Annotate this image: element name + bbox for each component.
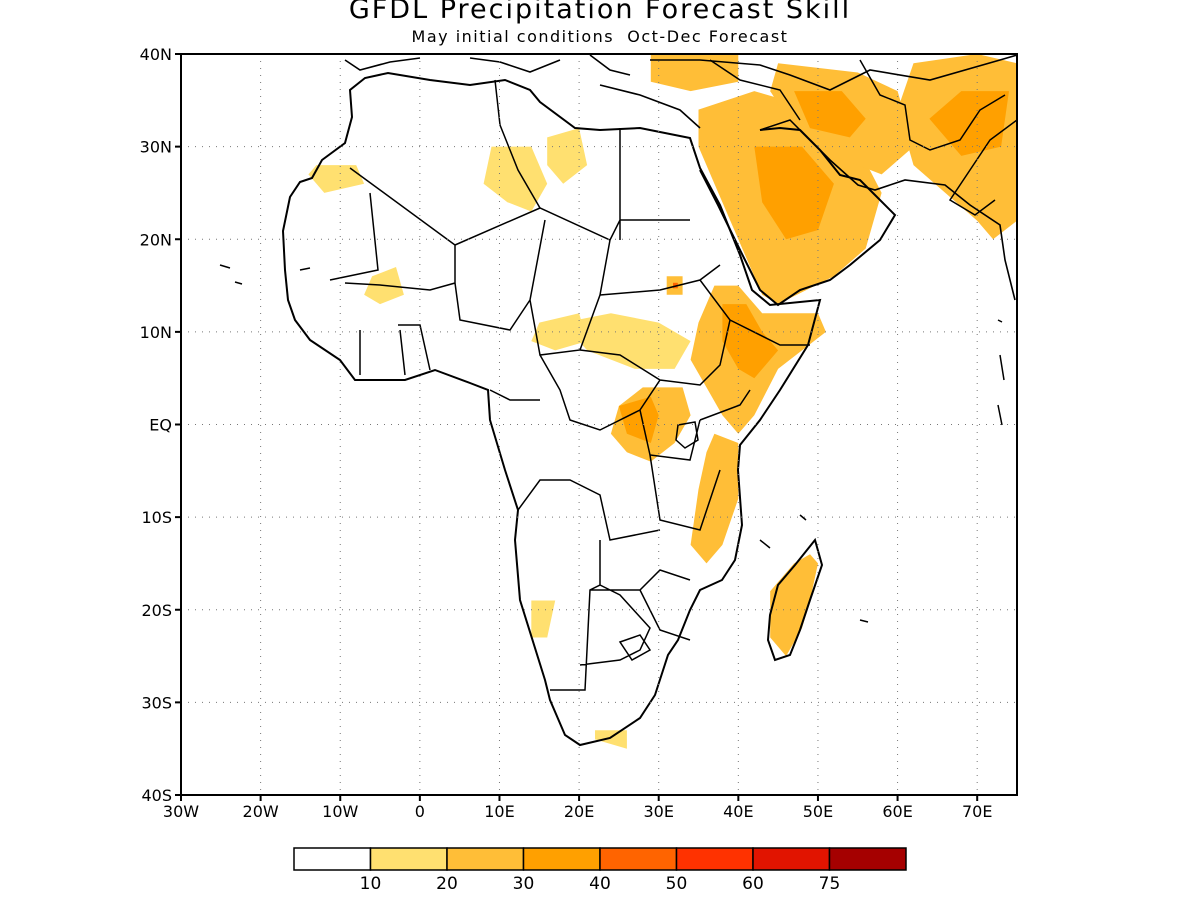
lon-tick-label: 50E	[803, 802, 833, 821]
legend-label: 20	[436, 874, 458, 894]
skill-region-21	[531, 600, 556, 638]
legend-swatch	[522, 847, 601, 871]
madagascar-coastline	[766, 537, 824, 662]
lon-tick-label: 0	[415, 802, 425, 821]
skill-shading-layer	[308, 54, 1017, 749]
lon-tick-label: 40E	[723, 802, 753, 821]
country-borders	[329, 59, 1017, 691]
lon-tick-label: 10W	[322, 802, 358, 821]
lon-tick-label: 20E	[564, 802, 594, 821]
skill-region-17	[547, 128, 588, 184]
legend-swatch	[599, 847, 678, 871]
lon-tick-label: 30E	[643, 802, 673, 821]
europe-coastline	[344, 54, 631, 76]
lon-tick-label: 20W	[243, 802, 279, 821]
lon-tick-label: 70E	[962, 802, 992, 821]
map-title: GFDL Precipitation Forecast Skill	[348, 0, 852, 25]
legend-label: 50	[666, 874, 688, 894]
legend-swatch	[752, 847, 831, 871]
legend-label: 30	[513, 874, 535, 894]
lat-tick-label: 10N	[140, 323, 172, 342]
lat-tick-label: 30S	[141, 693, 172, 712]
legend-swatch	[369, 847, 448, 871]
skill-region-11	[618, 396, 659, 443]
lat-tick-label: 20S	[141, 601, 172, 620]
lon-tick-label: 30W	[163, 802, 199, 821]
skill-region-15	[770, 554, 818, 657]
lon-tick-label: 60E	[882, 802, 912, 821]
legend-label: 10	[360, 874, 382, 894]
legend-label: 75	[819, 874, 841, 894]
skill-region-6	[650, 54, 739, 92]
legend-swatch	[446, 847, 525, 871]
colorbar-legend: 10 20 30 40 50 60 75	[293, 847, 907, 894]
persian-gulf-coast	[799, 129, 1016, 301]
legend-label: 60	[742, 874, 764, 894]
map-subtitle: May initial conditions Oct-Dec Forecast	[411, 27, 789, 46]
lat-tick-label: 10S	[141, 508, 172, 527]
skill-region-16	[483, 146, 548, 212]
skill-region-5	[929, 91, 1009, 156]
skill-region-3	[794, 91, 866, 138]
skill-region-1	[754, 146, 834, 240]
legend-swatch	[828, 847, 907, 871]
mediterranean-coast	[599, 54, 1017, 129]
skill-region-9	[690, 433, 739, 564]
legend-swatch	[675, 847, 754, 871]
africa-coastline	[281, 71, 822, 747]
skill-region-22	[595, 730, 627, 749]
lat-tick-label: 20N	[140, 230, 172, 249]
lat-tick-label: 30N	[140, 138, 172, 157]
skill-region-18	[308, 165, 365, 193]
lat-tick-label: 40N	[140, 45, 172, 64]
island-outline	[219, 264, 1005, 623]
legend-swatch	[293, 847, 372, 871]
legend-label: 40	[589, 874, 611, 894]
lat-tick-label: 40S	[141, 786, 172, 805]
coastline-layer	[219, 54, 1017, 747]
lon-tick-label: 10E	[484, 802, 514, 821]
lake-victoria	[675, 421, 699, 449]
lat-tick-label: EQ	[149, 416, 172, 435]
